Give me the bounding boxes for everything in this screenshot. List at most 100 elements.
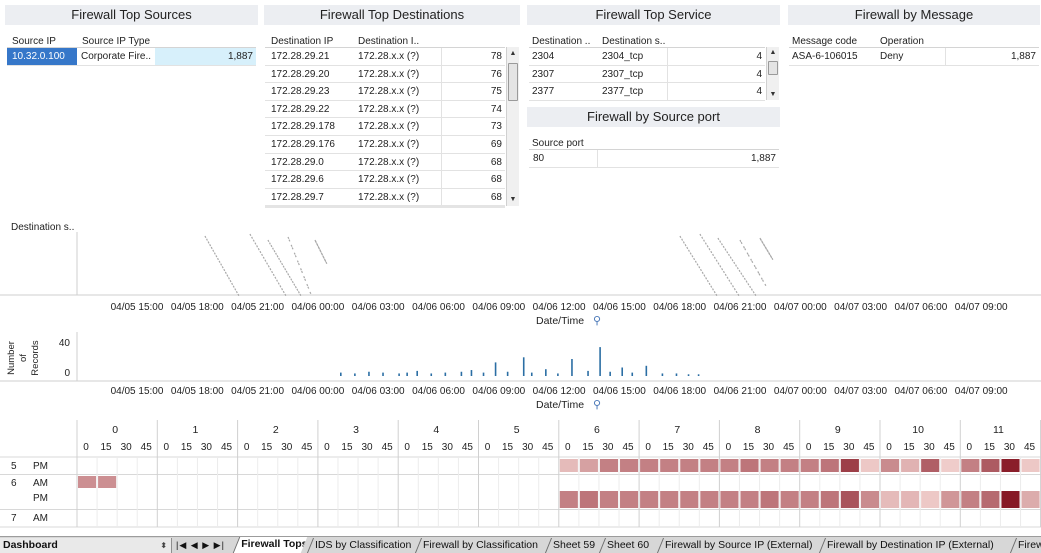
scatter-point[interactable]	[281, 288, 284, 291]
scatter-point[interactable]	[699, 233, 702, 237]
scatter-point[interactable]	[696, 263, 699, 266]
scatter-point[interactable]	[224, 271, 227, 274]
col-header-source-ip[interactable]: Source IP	[12, 36, 56, 47]
scatter-point[interactable]	[277, 282, 280, 285]
heatmap-cell[interactable]	[700, 459, 719, 472]
scatter-point[interactable]	[710, 285, 713, 288]
heatmap-cell[interactable]	[740, 491, 759, 508]
scatter-point[interactable]	[681, 238, 684, 241]
destination-service-cell[interactable]: 2377_tcp	[602, 86, 644, 98]
heatmap-cell[interactable]	[720, 491, 739, 508]
table-row[interactable]: 2304 2304_tcp 4	[529, 48, 765, 66]
scatter-point[interactable]	[285, 270, 288, 273]
scatter-point[interactable]	[257, 248, 260, 251]
heatmap-cell[interactable]	[740, 459, 759, 472]
scatter-point[interactable]	[228, 277, 230, 280]
last-tab-icon[interactable]: ▶|	[213, 540, 225, 550]
destination-ip-cell[interactable]: 172.28.29.7	[271, 191, 324, 203]
destination-ip-cell[interactable]: 172.28.29.176	[271, 138, 335, 150]
scatter-point[interactable]	[693, 257, 696, 261]
table-row[interactable]: ASA-6-106015 Deny 1,887	[789, 48, 1039, 66]
destination-ip-cell[interactable]: 172.28.29.6	[271, 174, 324, 186]
scatter-point[interactable]	[733, 288, 736, 291]
scatter-point[interactable]	[712, 288, 714, 291]
bar[interactable]	[398, 373, 400, 376]
scatter-point[interactable]	[743, 277, 746, 281]
scatter-point[interactable]	[757, 271, 760, 274]
scatter-point[interactable]	[737, 293, 740, 296]
scatter-point[interactable]	[220, 263, 223, 266]
bar[interactable]	[599, 347, 601, 376]
scatter-point[interactable]	[705, 277, 708, 280]
heatmap-cell[interactable]	[640, 491, 659, 508]
scatter-point[interactable]	[713, 290, 716, 294]
heatmap-cell[interactable]	[640, 459, 659, 472]
scroll-down-icon[interactable]: ▼	[509, 196, 517, 203]
heatmap-cell[interactable]	[860, 491, 879, 508]
destination-name-cell[interactable]: 172.28.x.x (?)	[358, 86, 420, 98]
table-row[interactable]: 2307 2307_tcp 4	[529, 65, 765, 84]
scatter-point[interactable]	[700, 268, 702, 272]
source-ip-cell[interactable]: 10.32.0.100	[7, 48, 77, 65]
heatmap-cell[interactable]	[1001, 491, 1020, 508]
scatter-point[interactable]	[736, 267, 739, 270]
scatter-point[interactable]	[728, 279, 731, 282]
scatter-point[interactable]	[766, 250, 769, 253]
prev-tab-icon[interactable]: ◀	[190, 540, 199, 550]
scatter-point[interactable]	[706, 245, 709, 248]
heatmap-cell[interactable]	[901, 459, 920, 472]
table-row[interactable]: 80 1,887	[529, 150, 779, 168]
scatter-point[interactable]	[304, 278, 307, 281]
scatter-point[interactable]	[254, 242, 257, 245]
scatter-point[interactable]	[735, 264, 737, 267]
scatter-point[interactable]	[760, 238, 762, 241]
scatter-point[interactable]	[770, 255, 773, 259]
sheet-tab[interactable]: Firewall Tops	[232, 537, 308, 553]
col-header-destination-name[interactable]: Destination I..	[358, 36, 420, 47]
scatter-point[interactable]	[268, 242, 271, 245]
scatter-point[interactable]	[269, 268, 272, 271]
bar[interactable]	[368, 371, 370, 376]
destination-service-cell[interactable]: 2307_tcp	[602, 68, 644, 80]
scatter-point[interactable]	[293, 252, 296, 255]
heatmap-cell[interactable]	[620, 491, 639, 508]
scatter-point[interactable]	[209, 244, 212, 247]
destination-count-cell[interactable]: 74	[441, 100, 505, 118]
scatter-point[interactable]	[703, 274, 706, 277]
scatter-point[interactable]	[274, 276, 277, 279]
heatmap-cell[interactable]	[579, 459, 598, 472]
scatter-point[interactable]	[296, 260, 299, 263]
scatter-point[interactable]	[740, 241, 743, 245]
scatter-point[interactable]	[764, 283, 767, 287]
destination-name-cell[interactable]: 172.28.x.x (?)	[358, 174, 420, 186]
heatmap-cell[interactable]	[840, 491, 859, 508]
scatter-point[interactable]	[325, 261, 328, 265]
heatmap-cell[interactable]	[680, 491, 699, 508]
col-header-destination-ip[interactable]: Destination IP	[271, 36, 334, 47]
heatmap-cell[interactable]	[860, 459, 879, 472]
sheet-tab[interactable]: Firew	[1009, 538, 1041, 553]
destination-name-cell[interactable]: 172.28.x.x (?)	[358, 156, 420, 168]
scatter-point[interactable]	[761, 241, 764, 244]
scatter-point[interactable]	[226, 274, 229, 277]
scatter-point[interactable]	[301, 270, 303, 274]
bar[interactable]	[621, 367, 624, 377]
scatter-point[interactable]	[760, 277, 763, 280]
scatter-point[interactable]	[701, 236, 704, 239]
heatmap-cell[interactable]	[680, 459, 699, 472]
scatter-point[interactable]	[758, 273, 761, 276]
destination-ip-cell[interactable]: 172.28.29.20	[271, 68, 330, 80]
heatmap-cell[interactable]	[961, 491, 980, 508]
scatter-point[interactable]	[279, 260, 282, 263]
bar[interactable]	[340, 372, 342, 376]
heatmap-cell[interactable]	[800, 491, 819, 508]
scatter-point[interactable]	[232, 285, 235, 288]
scatter-point[interactable]	[706, 279, 709, 283]
operation-cell[interactable]: Deny	[880, 51, 904, 62]
table-row[interactable]: 172.28.29.176 172.28.x.x (?) 69	[265, 135, 505, 154]
scatter-point[interactable]	[318, 247, 321, 250]
service-count-cell[interactable]: 4	[667, 48, 765, 65]
table-row[interactable]: 172.28.29.21 172.28.x.x (?) 78	[265, 48, 505, 66]
scatter-point[interactable]	[287, 273, 290, 276]
